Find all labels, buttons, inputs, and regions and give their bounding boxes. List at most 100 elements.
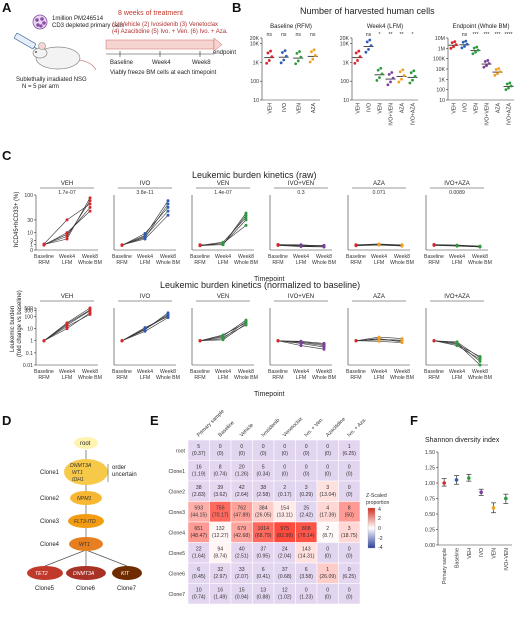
data-point [475,45,479,49]
data-point [322,341,326,345]
x-tick-label: VEH [356,103,362,114]
data-point [487,62,491,65]
heatmap-count: 16 [217,588,223,594]
significance-label: *** [472,32,478,38]
heatmap-count: 651 [194,526,203,532]
x-tick-bottom: RFM [194,260,205,266]
clone1-mut-3: IDH1 [72,477,84,483]
significance-label: ns [462,32,468,38]
heatmap-count: 12 [282,588,288,594]
pvalue-label: 0.0089 [449,190,465,196]
panel-f-title: Shannon diversity index [425,437,500,444]
data-point [166,213,170,217]
y-tick-label: 1M [438,46,445,52]
data-point [496,72,499,76]
heatmap-pct: (0.45) [192,574,206,580]
heatmap-pct: (8.74) [213,554,227,560]
data-point [453,40,457,44]
data-point [354,339,358,343]
timeline-week4: Week4 [152,60,171,66]
heatmap-pct: (2.04) [278,554,292,560]
y-tick-label: 1 [30,243,33,249]
data-point [221,338,225,342]
x-tick-bottom: RFM [38,260,49,266]
data-point [283,49,287,53]
data-point [369,44,373,48]
data-point [354,243,358,247]
x-tick-top: Week8 [472,254,488,260]
data-point [397,80,401,84]
x-tick-label: IVO+AZA [507,102,513,125]
y-tick-label: 100 [250,79,259,85]
x-tick-label: VEN [474,103,480,114]
heatmap-count: 22 [196,547,202,553]
y-tick-label: 10K [340,42,350,48]
mouse-icon [32,42,97,71]
heatmap-count: 679 [237,526,246,532]
heatmap-pct: (2.58) [256,492,270,498]
significance-label: *** [494,32,500,38]
heatmap-pct: (48.47) [191,533,208,539]
clone4-node [69,537,103,551]
panel-c-xlabel-raw: Timepoint [254,276,285,283]
y-tick-label: 0 [30,248,33,254]
heatmap-pct: (0) [325,472,332,478]
heatmap-count: 24 [282,547,288,553]
data-point [450,41,454,45]
panel-b-subtitle: Endpoint (Whole BM) [452,24,509,30]
x-tick-bottom: LFM [140,260,150,266]
y-tick-label: 20K [250,36,260,42]
y-tick-label: 0.25 [425,528,435,534]
heatmap-pct: (0) [346,492,353,498]
heatmap-pct: (0.68) [278,574,292,580]
data-point [353,61,357,65]
x-tick-bottom: RFM [116,375,127,381]
heatmap-pct: (0.29) [299,492,313,498]
legend-title-2: proportion [366,500,389,506]
heatmap-cell [338,583,361,605]
heatmap-pct: (0) [303,451,310,457]
significance-label: **** [504,32,512,38]
heatmap-pct: (1.26) [235,472,249,478]
x-tick-top: Baseline [346,369,366,375]
heatmap-pct: (2.97) [213,574,227,580]
heatmap-count: 0 [305,444,308,450]
heatmap-count: 16 [196,465,202,471]
heatmap-pct: (1.23) [299,595,313,601]
data-point [296,59,300,63]
clone6-label: Clone6 [76,586,96,592]
root-label: root [80,441,91,447]
x-tick-top: Week4 [59,369,75,375]
heatmap-count: 154 [280,506,289,512]
data-point [244,223,248,227]
heatmap-count: 37 [260,547,266,553]
x-tick-bottom: LFM [452,260,462,266]
x-tick-top: Baseline [424,369,444,375]
x-tick-label: Baseline [455,548,461,568]
data-point [454,43,458,47]
data-point [65,327,69,331]
diversity-point [491,506,496,510]
diversity-point [454,478,459,482]
data-point [432,339,436,343]
treatment-title: 8 weeks of treatment [118,10,183,17]
data-point [376,68,380,72]
data-point [380,72,384,76]
heatmap-column-label: Azacitidine [325,416,347,438]
timeline [105,37,223,57]
cell-cluster-icon [32,14,48,30]
data-point [322,243,326,247]
x-tick-label: AZA [311,102,317,113]
data-point [166,316,170,320]
clone6-node [66,566,106,580]
heatmap-pct: (0) [239,451,246,457]
heatmap-pct: (0) [346,595,353,601]
group-title: IVO [140,181,151,187]
data-point [485,64,488,68]
data-point [465,42,469,46]
x-tick-top: Week8 [394,369,410,375]
panel-c-title-norm: Leukemic burden kinetics (normalized to … [160,280,360,290]
